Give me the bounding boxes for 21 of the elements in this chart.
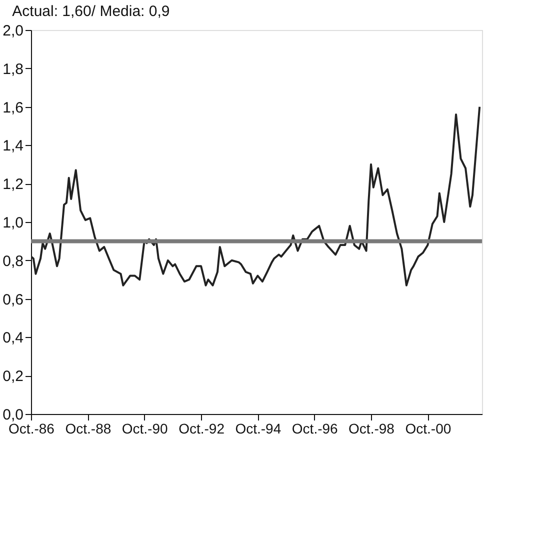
y-tick-label: 0,0 <box>2 406 24 424</box>
y-tick-label: 0,8 <box>2 252 24 270</box>
x-tick-label: Oct.-92 <box>178 420 225 436</box>
x-tick-label: Oct.-94 <box>235 420 282 436</box>
y-tick-label: 1,2 <box>2 176 24 194</box>
x-tick-label: Oct.-86 <box>8 420 55 436</box>
y-tick-label: 0,4 <box>2 330 24 347</box>
y-tick-label: 1,4 <box>2 138 24 155</box>
x-tick-label: Oct.-96 <box>292 420 338 436</box>
y-tick-label: 0,6 <box>2 291 24 308</box>
y-tick-label: 1,8 <box>2 60 24 78</box>
x-tick-label: Oct.-00 <box>405 420 452 436</box>
y-tick-label: 1,6 <box>2 99 24 116</box>
y-tick-label: 0,2 <box>2 368 24 386</box>
line-series <box>31 106 481 286</box>
y-tick-label: 1,0 <box>2 214 24 232</box>
x-tick-label: Oct.-90 <box>122 420 168 436</box>
y-tick-label: 2,0 <box>2 22 24 40</box>
x-tick-label: Oct.-88 <box>65 420 112 436</box>
chart-title: Actual: 1,60/ Media: 0,9 <box>12 3 170 20</box>
x-tick-label: Oct.-98 <box>348 420 395 436</box>
